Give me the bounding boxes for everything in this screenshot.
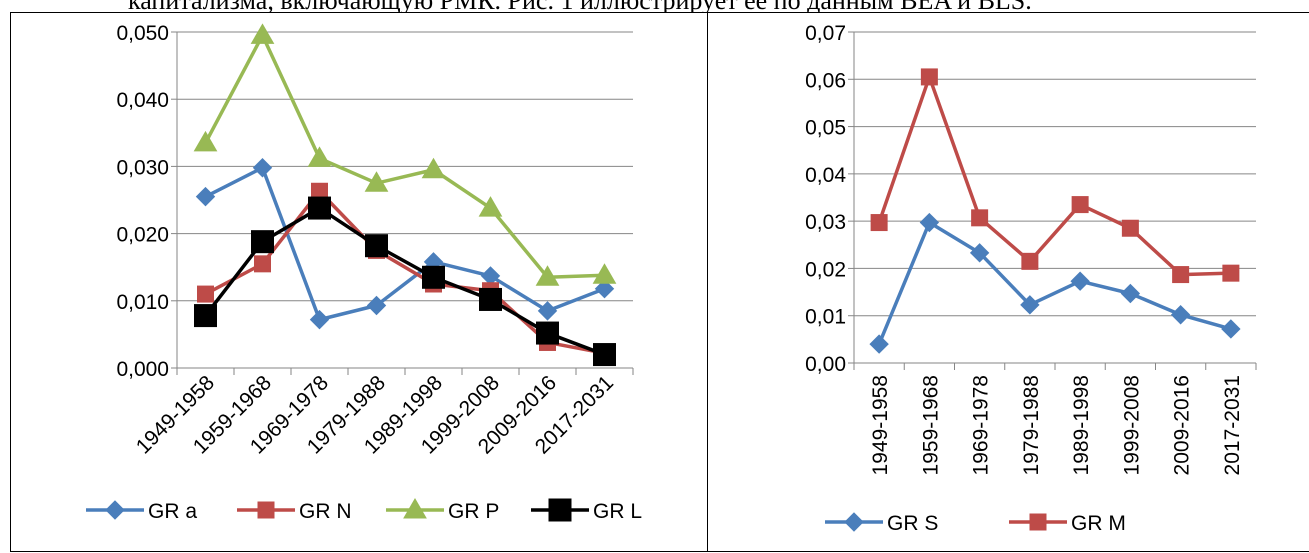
y-tick-label: 0,07 [805,22,846,45]
data-point-gr-a [309,309,330,330]
legend-label-gr-n: GR N [299,500,352,523]
header-text: капитализма, включающую РМК. Рис. 1 иллю… [128,0,1032,15]
legend: GR a GR N GR P GR L [86,498,642,523]
data-point-gr-n [197,285,214,303]
data-point-gr-m [1172,266,1190,284]
data-point-gr-p [250,23,275,44]
x-tick-label: 1989-1998 [1070,375,1093,475]
data-point-gr-l [365,234,388,258]
data-point-gr-a [366,295,387,316]
series-line-gr-m [877,75,1231,277]
y-tick-label: 0,06 [805,69,846,92]
legend-marker-gr-m [1029,513,1047,531]
data-point-gr-l [593,343,616,367]
chart-left-frame: 0,000 0,010 0,020 0,030 0,040 0,050 1949-1958 1… [10,12,708,552]
data-point-gr-p [592,263,617,284]
y-tick-label: 0,040 [116,89,169,112]
data-point-gr-p [535,265,560,286]
data-point-gr-l [479,287,502,311]
data-point-gr-s [1170,305,1191,325]
y-tick-label: 0,00 [805,353,846,376]
data-point-gr-m [1071,196,1089,214]
data-point-gr-p [193,130,218,152]
data-point-gr-s [919,212,940,233]
data-point-gr-l [308,196,331,220]
legend-label-gr-s: GR S [887,512,938,535]
legend-marker-gr-a [105,500,125,520]
data-point-gr-a [594,278,615,299]
legend-marker-gr-l [548,498,572,522]
data-point-gr-p [364,171,389,192]
data-point-gr-s [969,243,990,263]
data-point-gr-s [1070,271,1090,291]
series-gr-s [869,212,1241,354]
chart-right-frame: 0,00 0,01 0,02 0,03 0,04 0,05 0,06 0,07 1949-195… [707,12,1309,552]
series-line-gr-s [877,220,1232,345]
x-tick-label: 1949-1958 [869,375,892,475]
y-tick-label: 0,01 [805,306,846,329]
x-tick-label: 1999-2008 [1120,375,1143,475]
y-tick-label: 0,02 [805,258,846,281]
series-gr-p [193,23,617,286]
data-point-gr-m [971,209,989,227]
y-tick-label: 0,020 [116,224,169,247]
data-point-gr-l [251,230,274,254]
y-tick-label: 0,010 [116,291,169,314]
series-line-gr-a [204,165,606,322]
data-point-gr-s [869,334,889,354]
data-point-gr-l [194,304,217,328]
x-tick-label: 2009-2016 [1171,375,1194,475]
data-point-gr-m [1222,264,1240,282]
legend-marker-gr-s [844,512,864,532]
y-tick-label: 0,030 [116,156,169,179]
data-point-gr-s [1020,295,1040,315]
x-tick-label: 1959-1968 [919,375,942,475]
series-gr-l [194,196,616,367]
x-tick-label: 1969-1978 [970,375,993,475]
y-tick-label: 0,000 [116,358,169,381]
data-point-gr-a [537,301,558,321]
legend-label-gr-a: GR a [148,500,197,523]
x-tick-label: 2017-2031 [1221,375,1244,475]
legend-marker-gr-p [403,498,427,519]
data-point-gr-p [421,157,446,179]
data-point-gr-p [307,146,332,167]
y-tick-label: 0,04 [805,164,846,187]
legend: GR S GR M [825,512,1126,535]
y-tick-label: 0,050 [116,22,169,45]
series-gr-m [870,68,1240,284]
data-point-gr-s [1221,319,1241,339]
legend-label-gr-l: GR L [593,500,642,523]
legend-label-gr-p: GR P [448,500,499,523]
chart-left: 0,0000,0100,0200,0300,0400,0501949-19581… [86,22,642,523]
data-point-gr-l [536,321,559,345]
data-point-gr-a [252,158,273,178]
data-point-gr-l [422,265,445,289]
chart-right: 0,00 0,01 0,02 0,03 0,04 0,05 0,06 0,07 1949-195… [805,22,1257,535]
y-tick-label: 0,03 [805,211,846,234]
data-point-gr-s [1120,283,1141,304]
data-point-gr-n [254,255,271,273]
data-point-gr-m [920,68,938,86]
data-point-gr-m [1121,219,1139,237]
y-tick-label: 0,05 [805,117,846,140]
data-point-gr-m [1021,252,1039,270]
data-point-gr-p [478,196,503,217]
legend-marker-gr-n [257,501,275,519]
series-line-gr-p [203,33,605,280]
data-point-gr-m [870,214,888,232]
x-tick-label: 1979-1988 [1020,375,1043,475]
legend-label-gr-m: GR M [1071,512,1126,535]
data-point-gr-a [195,186,216,207]
